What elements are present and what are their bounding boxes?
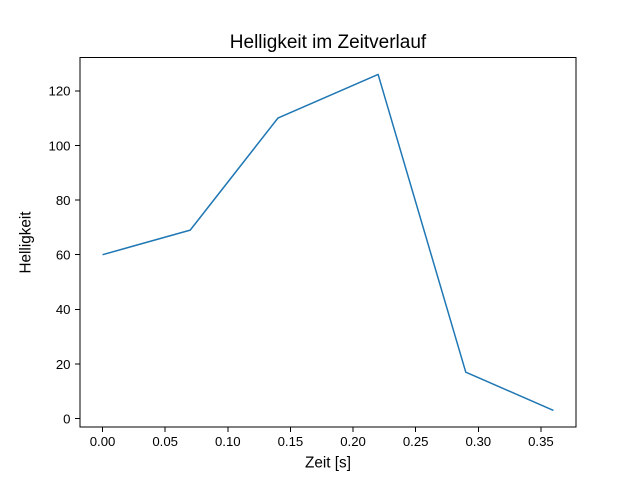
svg-text:0.30: 0.30 xyxy=(465,434,491,449)
svg-text:0.00: 0.00 xyxy=(90,434,116,449)
svg-text:40: 40 xyxy=(56,302,71,317)
svg-text:120: 120 xyxy=(48,84,70,99)
svg-text:0.35: 0.35 xyxy=(528,434,554,449)
svg-text:0.05: 0.05 xyxy=(152,434,178,449)
svg-text:20: 20 xyxy=(56,357,71,372)
svg-text:60: 60 xyxy=(56,248,71,263)
svg-text:Helligkeit: Helligkeit xyxy=(18,211,35,274)
svg-text:0: 0 xyxy=(63,412,70,427)
svg-text:Zeit [s]: Zeit [s] xyxy=(305,455,351,472)
svg-text:Helligkeit im Zeitverlauf: Helligkeit im Zeitverlauf xyxy=(230,32,427,53)
svg-text:0.20: 0.20 xyxy=(340,434,366,449)
svg-text:0.15: 0.15 xyxy=(278,434,304,449)
svg-text:0.10: 0.10 xyxy=(215,434,241,449)
svg-text:80: 80 xyxy=(56,193,71,208)
svg-text:100: 100 xyxy=(48,138,70,153)
svg-text:0.25: 0.25 xyxy=(403,434,429,449)
